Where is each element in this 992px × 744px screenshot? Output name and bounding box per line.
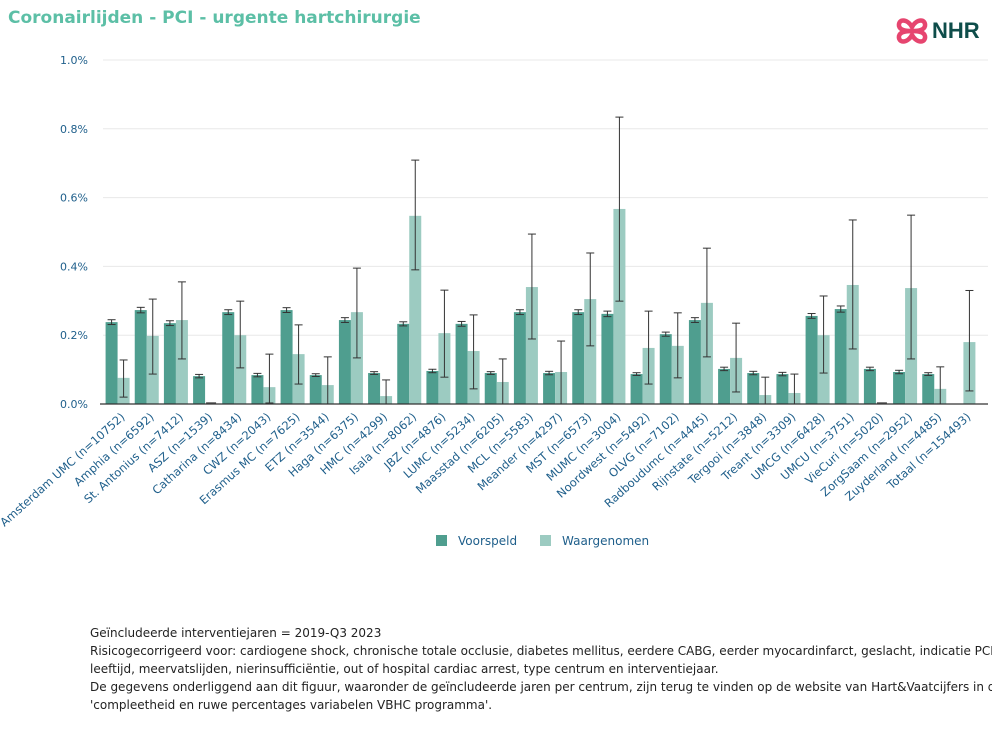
y-tick-label: 0.6% (60, 192, 88, 205)
bar-voorspeld (105, 322, 118, 404)
footnote-line: Geïncludeerde interventiejaren = 2019-Q3… (90, 626, 382, 640)
bar-waargenomen (525, 287, 538, 404)
bar-voorspeld (134, 310, 147, 404)
bar-voorspeld (863, 368, 876, 404)
legend-label: Waargenomen (562, 534, 649, 548)
footnote-line: leeftijd, meervatslijden, nierinsufficië… (90, 662, 719, 676)
logo-text: NHR (932, 18, 980, 43)
bar-voorspeld (747, 373, 760, 404)
bar-voorspeld (893, 372, 906, 404)
footnote-line: 'compleetheid en ruwe percentages variab… (90, 698, 493, 712)
y-tick-label: 0.4% (60, 260, 88, 273)
bar-voorspeld (163, 323, 176, 404)
bar-voorspeld (718, 368, 731, 404)
x-tick-label: Amsterdam UMC (n=10752) (0, 410, 128, 529)
legend-swatch (436, 535, 447, 546)
bar-voorspeld (922, 374, 935, 404)
bar-waargenomen (175, 320, 188, 404)
bar-waargenomen (584, 299, 597, 404)
y-tick-label: 0.8% (60, 123, 88, 136)
bar-voorspeld (688, 320, 701, 404)
bar-voorspeld (805, 315, 818, 404)
bar-chart: 0.0% 0.2% 0.4% 0.6% 0.8% 1.0% Amsterdam UMC (n… (0, 54, 988, 548)
bar-voorspeld (455, 323, 468, 404)
bar-voorspeld (338, 320, 351, 404)
bar-voorspeld (572, 312, 585, 404)
bar-waargenomen (409, 215, 422, 404)
bar-voorspeld (426, 370, 439, 404)
y-tick-label: 0.0% (60, 398, 88, 411)
bar-voorspeld (834, 309, 847, 404)
legend-label: Voorspeld (458, 534, 517, 548)
bar-voorspeld (601, 313, 614, 404)
nhr-logo: NHR (895, 16, 980, 46)
y-tick-label: 0.2% (60, 329, 88, 342)
bar-voorspeld (368, 373, 381, 404)
heart-knot-icon (896, 18, 928, 44)
bar-voorspeld (484, 373, 497, 404)
bar-voorspeld (543, 373, 556, 404)
bar-voorspeld (776, 374, 789, 404)
bar-voorspeld (659, 334, 672, 404)
bar-voorspeld (397, 323, 410, 404)
y-tick-label: 1.0% (60, 54, 88, 67)
footnote-line: Risicogecorrigeerd voor: cardiogene shoc… (90, 644, 992, 658)
bar-waargenomen (613, 208, 626, 404)
bar-waargenomen (234, 335, 247, 404)
footnote-line: De gegevens onderliggend aan dit figuur,… (90, 680, 992, 694)
bar-voorspeld (309, 375, 322, 404)
bar-voorspeld (251, 375, 264, 404)
bar-voorspeld (222, 312, 235, 404)
bar-voorspeld (193, 376, 206, 404)
bar-voorspeld (630, 374, 643, 404)
chart-title: Coronairlijden - PCI - urgente hartchiru… (8, 8, 421, 28)
legend-swatch (540, 535, 551, 546)
footnote: Geïncludeerde interventiejaren = 2019-Q3… (90, 624, 992, 714)
bar-voorspeld (280, 310, 293, 404)
bar-voorspeld (513, 312, 526, 404)
